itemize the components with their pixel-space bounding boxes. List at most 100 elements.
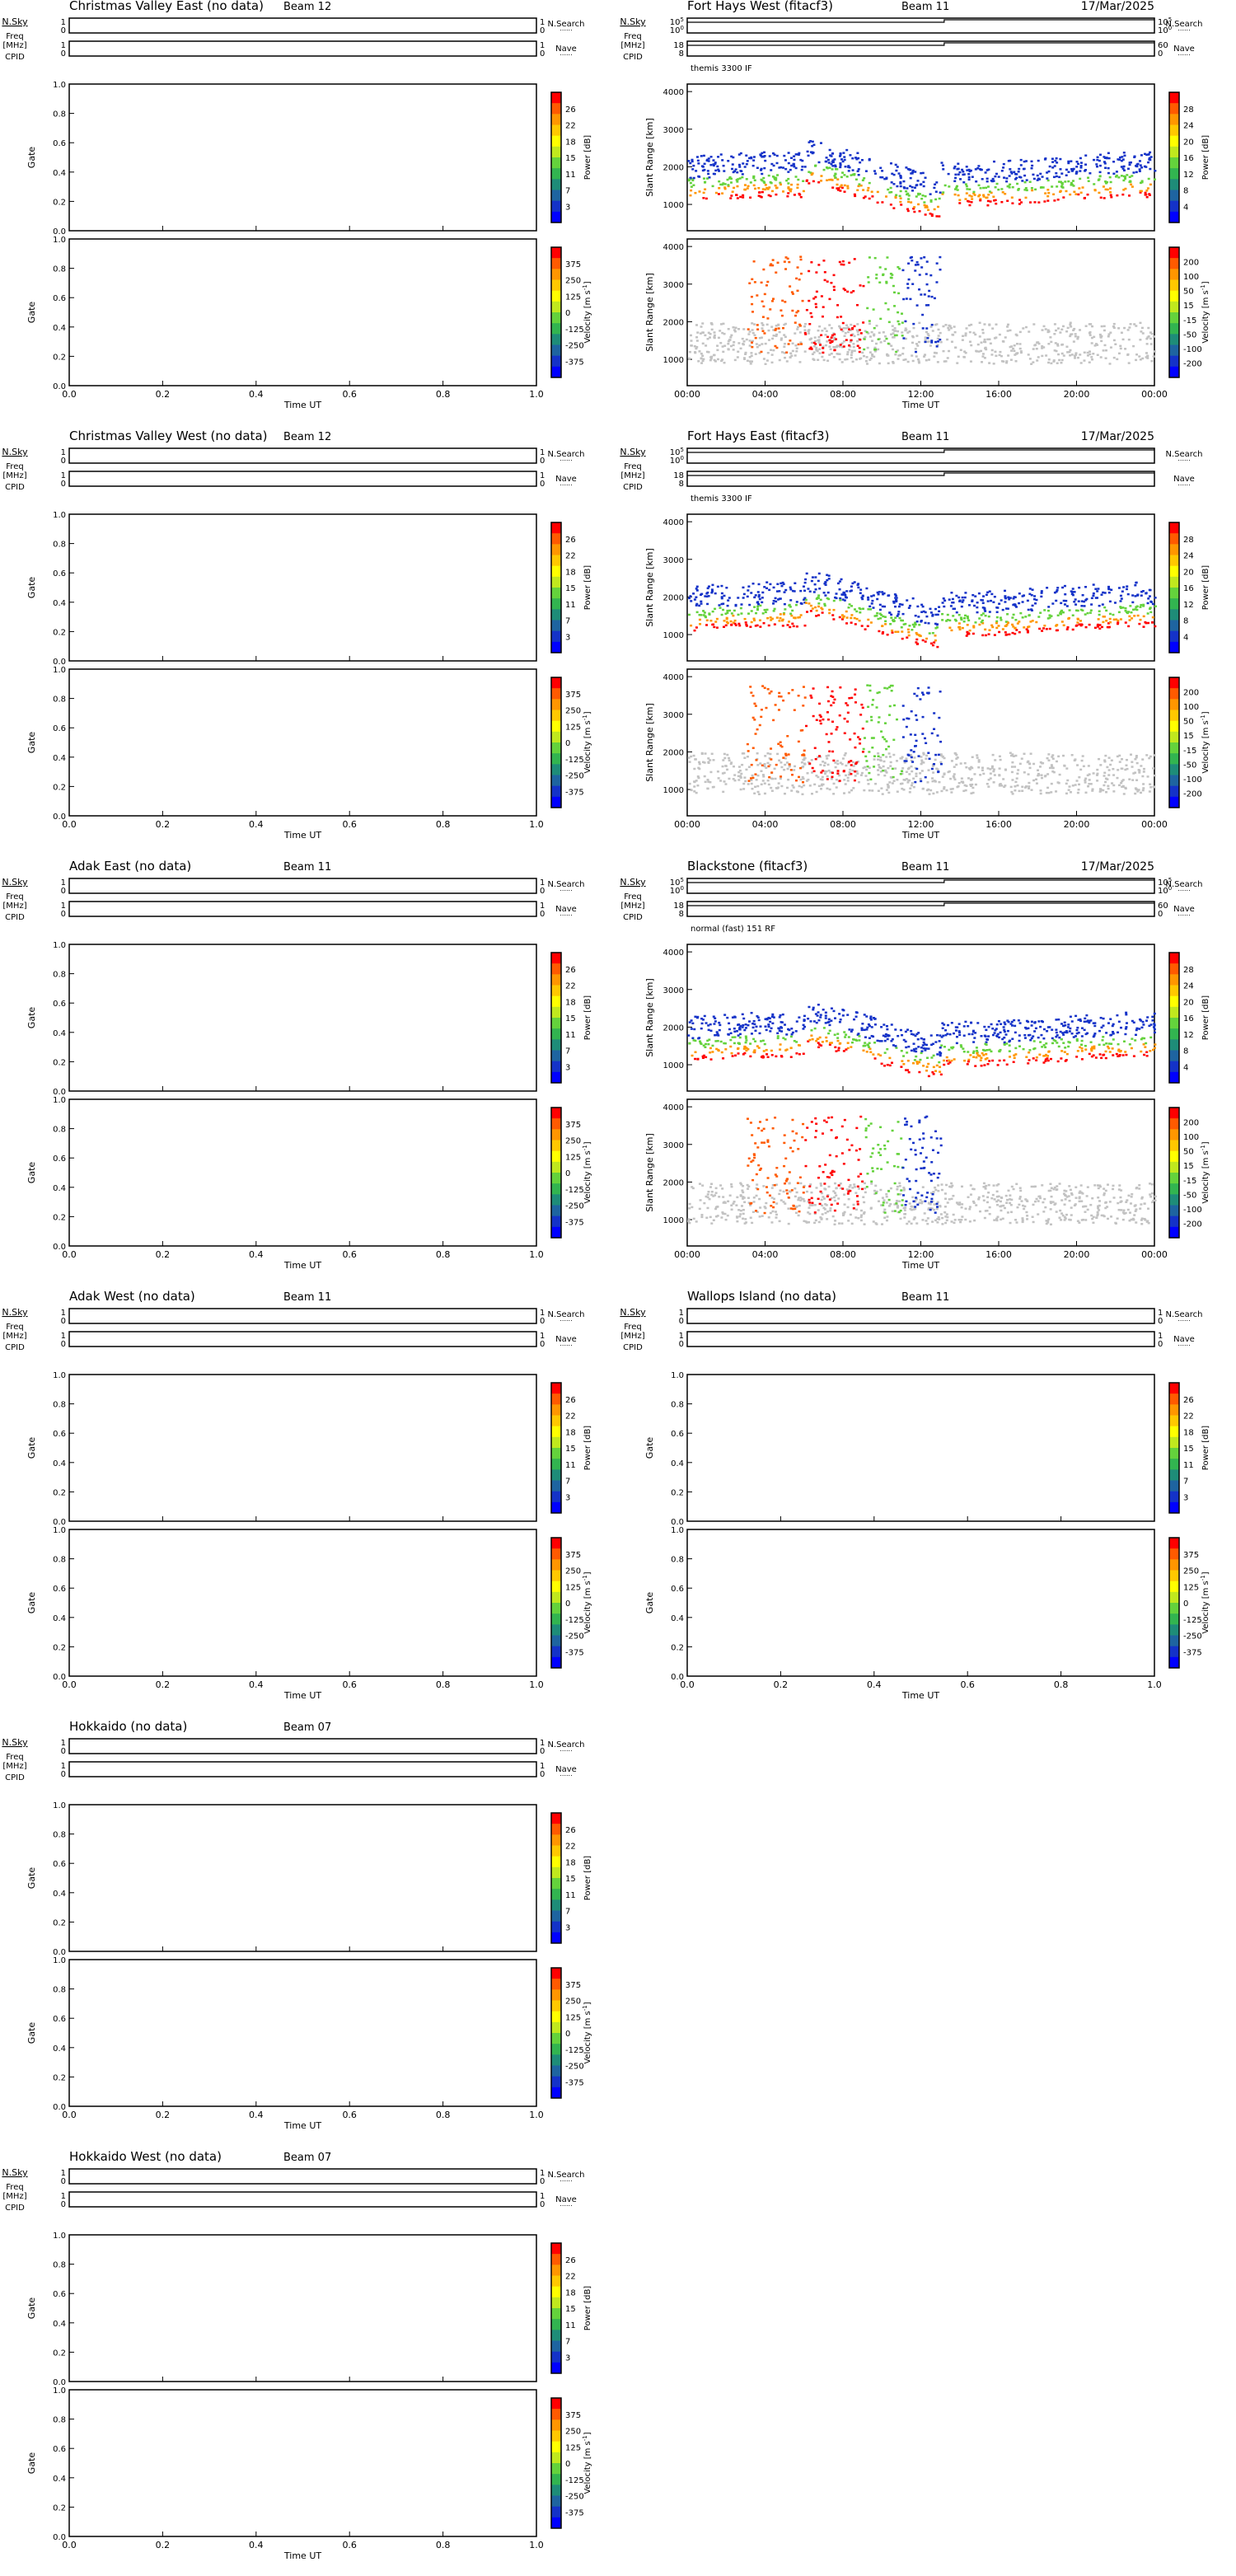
y-axis-label: Slant Range [km] (644, 273, 655, 352)
ground-scatter-cell (974, 783, 977, 786)
power-cell (1136, 162, 1140, 166)
velocity-cell (850, 760, 853, 762)
power-cell (1046, 194, 1050, 198)
ground-scatter-cell (713, 358, 716, 362)
power-cell (1098, 159, 1101, 162)
power-cell (845, 176, 849, 178)
power-cell (1006, 613, 1009, 616)
power-cell (721, 159, 724, 162)
power-cell (1103, 157, 1107, 160)
power-cell (703, 181, 706, 184)
power-cell (1017, 1019, 1020, 1022)
velocity-cell (915, 260, 919, 264)
power-cell (892, 600, 896, 603)
ground-scatter-cell (998, 354, 1001, 357)
velocity-cell (831, 696, 835, 698)
ground-scatter-cell (1100, 340, 1103, 343)
power-cell (860, 1027, 864, 1029)
power-cell (1003, 176, 1006, 179)
power-cell (964, 592, 967, 594)
ground-scatter-cell (1134, 758, 1137, 761)
power-cell (1092, 592, 1095, 595)
ground-scatter-cell (701, 331, 705, 334)
power-cell (840, 176, 843, 179)
power-cell (933, 641, 936, 644)
power-cell (1008, 186, 1011, 189)
colorbar-tick-label: 100 (1183, 703, 1199, 712)
ground-scatter-cell (701, 761, 705, 764)
power-cell (917, 1032, 920, 1034)
ground-scatter-cell (939, 331, 942, 335)
ground-scatter-cell (1054, 342, 1057, 344)
ground-scatter-cell (879, 341, 883, 344)
power-cell (1080, 1058, 1084, 1061)
power-cell (1009, 171, 1013, 173)
power-cell (907, 634, 911, 637)
power-cell (1018, 602, 1021, 605)
velocity-cell (924, 340, 927, 344)
power-cell (971, 1051, 975, 1054)
ground-scatter-cell (1152, 785, 1155, 788)
power-cell (751, 1026, 755, 1029)
velocity-cell (890, 689, 893, 692)
power-cell (1067, 162, 1070, 165)
colorbar-tick-label: 15 (565, 154, 576, 163)
velocity-cell (780, 696, 783, 698)
power-cell (883, 592, 886, 595)
ground-scatter-cell (1084, 781, 1087, 784)
power-cell (1099, 1016, 1103, 1019)
power-cell (769, 583, 772, 586)
power-cell (890, 1061, 893, 1064)
power-cell (878, 630, 881, 633)
power-cell (1046, 189, 1050, 191)
colorbar-swatch (551, 1039, 561, 1051)
velocity-cell (761, 316, 765, 318)
ground-scatter-cell (789, 356, 792, 358)
power-cell (1096, 165, 1099, 168)
power-cell (1073, 190, 1076, 194)
ground-scatter-cell (1015, 342, 1018, 345)
power-cell (1112, 613, 1115, 616)
power-cell (693, 1028, 696, 1031)
colorbar-swatch (1169, 301, 1179, 313)
ground-scatter-cell (840, 342, 844, 344)
ground-scatter-cell (783, 792, 786, 795)
power-plot-frame (68, 944, 537, 1092)
power-cell (986, 204, 990, 207)
power-cell (1149, 151, 1152, 154)
ground-scatter-cell (1094, 343, 1098, 345)
power-cell (915, 195, 918, 198)
power-cell (1128, 163, 1131, 166)
velocity-cell (916, 686, 920, 690)
power-cell (1085, 1020, 1089, 1023)
ground-scatter-cell (1134, 771, 1137, 774)
velocity-cell (843, 717, 846, 720)
velocity-cell (920, 780, 923, 783)
power-cell (744, 621, 747, 624)
velocity-cell (907, 278, 911, 281)
power-cell (1028, 1049, 1032, 1051)
ground-scatter-cell (942, 325, 945, 328)
power-cell (758, 597, 761, 601)
velocity-cell (859, 738, 862, 741)
power-cell (1009, 168, 1012, 171)
power-cell (827, 597, 831, 601)
power-cell (756, 166, 759, 170)
ground-scatter-cell (1152, 335, 1155, 338)
power-cell (782, 613, 785, 616)
velocity-cell (859, 284, 862, 287)
power-cell (1047, 606, 1051, 608)
ground-scatter-cell (794, 354, 797, 357)
velocity-cell (886, 256, 889, 259)
nsky-strip (68, 447, 537, 464)
ground-scatter-cell (756, 785, 760, 788)
power-cell (995, 616, 999, 619)
power-cell (750, 592, 753, 594)
power-cell (884, 623, 887, 625)
colorbar-tick-label: 12 (1183, 601, 1194, 610)
ground-scatter-cell (743, 358, 747, 361)
ground-scatter-cell (766, 761, 770, 765)
velocity-cell (766, 317, 770, 320)
ground-scatter-cell (1131, 766, 1134, 768)
colorbar-swatch (1169, 190, 1179, 202)
